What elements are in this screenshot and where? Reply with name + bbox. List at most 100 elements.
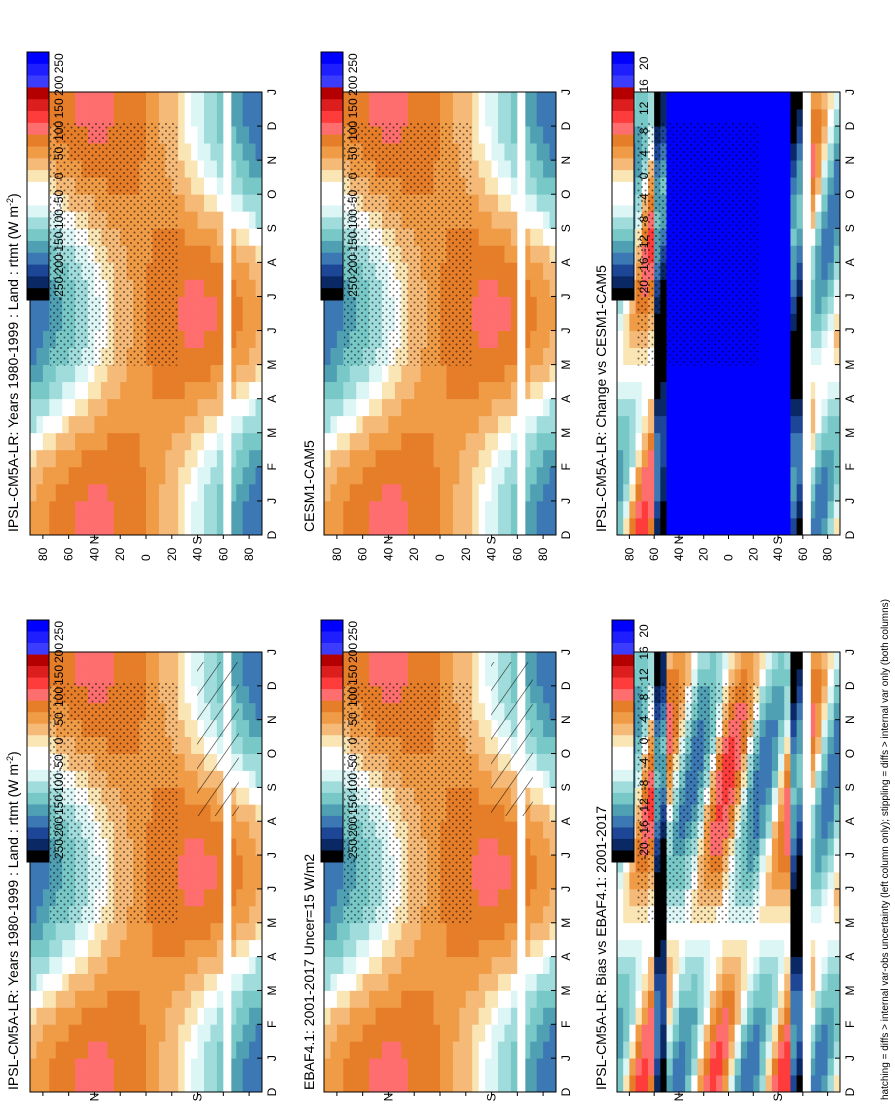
heatmap-cell xyxy=(452,922,460,941)
heatmap-cell xyxy=(543,228,550,246)
heatmap-cell xyxy=(349,652,357,670)
heatmap-cell xyxy=(498,939,505,958)
heatmap-cell xyxy=(446,1058,454,1076)
heatmap-cell xyxy=(536,228,544,246)
heatmap-cell xyxy=(229,888,237,907)
heatmap-cell xyxy=(678,922,686,941)
heatmap-cell xyxy=(433,973,441,991)
heatmap-cell xyxy=(536,92,544,110)
heatmap-cell xyxy=(685,973,692,991)
heatmap-cell xyxy=(49,922,57,941)
heatmap-cell xyxy=(510,1075,518,1093)
heatmap-cell xyxy=(255,1075,263,1093)
heatmap-cell xyxy=(691,1075,698,1093)
heatmap-cell xyxy=(165,92,173,110)
heatmap-cell xyxy=(216,838,224,856)
heatmap-cell xyxy=(530,1024,538,1042)
heatmap-cell xyxy=(809,922,816,941)
heatmap-cell xyxy=(815,973,822,991)
heatmap-cell xyxy=(691,939,698,958)
heatmap-cell xyxy=(75,1058,82,1076)
heatmap-cell xyxy=(204,279,211,297)
heatmap-cell xyxy=(478,770,486,788)
heatmap-cell xyxy=(407,364,415,383)
heatmap-cell xyxy=(672,652,680,670)
heatmap-cell xyxy=(809,888,816,907)
heatmap-cell xyxy=(420,973,428,991)
heatmap-cell xyxy=(504,973,512,991)
heatmap-cell xyxy=(685,990,692,1008)
heatmap-cell xyxy=(197,279,205,297)
heatmap-cell xyxy=(336,939,344,958)
colorbar-frame xyxy=(26,619,50,863)
heatmap-cell xyxy=(330,905,338,924)
heatmap-cell xyxy=(740,1075,748,1093)
colorbar-swatch xyxy=(612,815,634,828)
colorbar-label: -16 xyxy=(637,820,651,838)
colorbar-label: 150 xyxy=(52,665,66,685)
heatmap-cell xyxy=(216,398,224,417)
heatmap-cell xyxy=(809,668,816,687)
heatmap-cell xyxy=(336,313,344,331)
heatmap-cell xyxy=(765,702,773,721)
heatmap-cell xyxy=(401,432,409,451)
heatmap-cell xyxy=(697,956,705,974)
heatmap-cell xyxy=(62,1058,70,1076)
heatmap-cell xyxy=(343,466,351,485)
heatmap-cell xyxy=(685,1024,692,1042)
heatmap-cell xyxy=(242,855,250,873)
heatmap-cell xyxy=(81,1024,89,1042)
heatmap-cell xyxy=(765,905,773,924)
heatmap-cell xyxy=(255,787,263,805)
heatmap-cell xyxy=(158,364,166,383)
heatmap-cell xyxy=(249,500,256,519)
heatmap-cell xyxy=(107,939,115,958)
heatmap-cell xyxy=(236,770,244,788)
heatmap-cell xyxy=(229,922,237,941)
colorbar-label: 250 xyxy=(52,53,66,73)
heatmap-cell xyxy=(747,1075,754,1093)
heatmap-cell xyxy=(88,652,95,670)
heatmap-cell xyxy=(49,668,57,687)
heatmap-cell xyxy=(765,838,773,856)
heatmap-cell xyxy=(709,1075,717,1093)
heatmap-cell xyxy=(543,956,550,974)
heatmap-cell xyxy=(184,787,192,805)
colorbar-swatch xyxy=(27,134,49,147)
heatmap-cell xyxy=(784,888,791,907)
heatmap-cell xyxy=(394,1007,402,1025)
heatmap-cell xyxy=(152,939,160,958)
heatmap-cell xyxy=(178,245,186,263)
heatmap-cell xyxy=(796,973,804,991)
heatmap-cell xyxy=(191,194,198,212)
heatmap-cell xyxy=(336,466,344,485)
heatmap-cell xyxy=(549,719,557,738)
heatmap-cell xyxy=(68,92,76,110)
heatmap-cell xyxy=(388,109,396,127)
heatmap-cell xyxy=(530,956,538,974)
heatmap-cell xyxy=(765,939,773,958)
heatmap-cell xyxy=(107,973,115,991)
heatmap-cell xyxy=(68,398,76,417)
heatmap-cell xyxy=(204,1024,211,1042)
heatmap-cell xyxy=(30,872,37,890)
heatmap-cell xyxy=(796,770,804,788)
heatmap-cell xyxy=(809,990,816,1008)
heatmap-cell xyxy=(433,956,441,974)
heatmap-cell xyxy=(485,956,492,974)
heatmap-cell xyxy=(197,652,205,670)
heatmap-cell xyxy=(42,347,50,366)
heatmap-cell xyxy=(158,1024,166,1042)
heatmap-cell xyxy=(242,228,250,246)
heatmap-cell xyxy=(362,415,370,434)
heatmap-cell xyxy=(171,990,179,1008)
heatmap-cell xyxy=(362,973,370,991)
heatmap-cell xyxy=(204,1041,211,1059)
heatmap-cell xyxy=(68,652,76,670)
heatmap-cell xyxy=(178,432,186,451)
colorbar-swatch xyxy=(612,792,634,805)
heatmap-cell xyxy=(491,483,499,502)
heatmap-cell xyxy=(796,753,804,771)
heatmap-cell xyxy=(171,466,179,485)
heatmap-cell xyxy=(465,668,473,687)
